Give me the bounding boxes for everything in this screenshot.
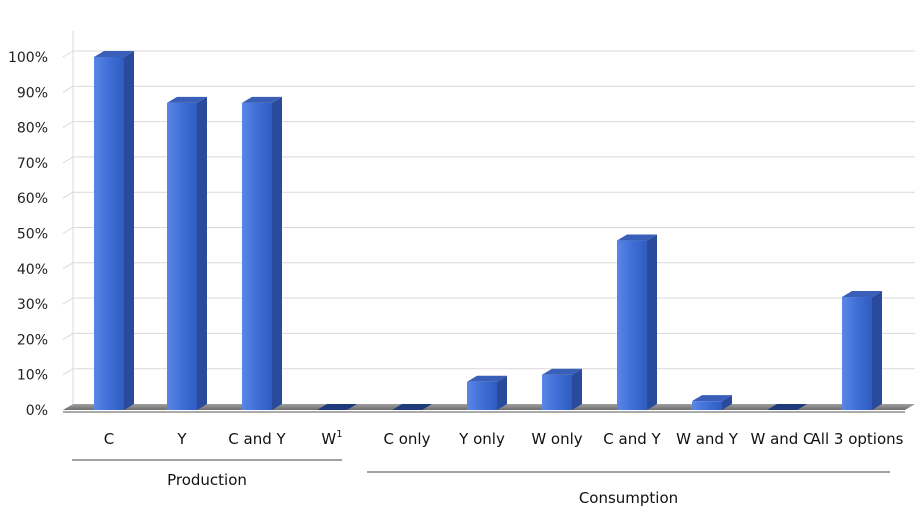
gridline-depth: [62, 191, 74, 199]
bar-top: [167, 96, 207, 103]
gridline-depth: [62, 332, 74, 340]
category-label: W and Y: [676, 430, 739, 448]
category-label: C only: [384, 430, 431, 448]
y-axis: 0% 10% 20% 30% 40% 50% 60% 70% 80% 90% 100%: [8, 50, 48, 419]
group-label: Consumption: [579, 489, 678, 507]
bar-front: [242, 102, 272, 410]
footnote-superscript: 1: [336, 429, 342, 440]
category-label: W1: [321, 429, 342, 448]
gridlines: [62, 31, 915, 404]
bar-top: [317, 404, 357, 410]
y-tick-label: 90%: [17, 85, 48, 101]
bar: [617, 234, 657, 410]
bar-top: [392, 404, 432, 410]
bar-side: [872, 291, 882, 410]
y-tick-label: 60%: [17, 191, 48, 207]
gridline-depth: [62, 50, 74, 58]
group-label: Production: [167, 471, 247, 489]
gridline-depth: [62, 121, 74, 129]
bar: [167, 96, 207, 410]
bar: [242, 96, 282, 410]
bar-front: [94, 57, 124, 410]
category-label: Y only: [458, 430, 505, 448]
bar: [692, 395, 732, 410]
category-label: All 3 options: [811, 430, 904, 448]
y-tick-label: 50%: [17, 227, 48, 243]
bars: [94, 51, 882, 410]
bar-front: [617, 240, 647, 410]
bar-top: [617, 234, 657, 241]
y-tick-label: 100%: [8, 50, 48, 66]
bar-top: [767, 404, 807, 410]
gridline-depth: [62, 85, 74, 93]
bar: [842, 291, 882, 410]
bar-top: [692, 395, 732, 402]
category-label: C and Y: [228, 430, 286, 448]
group-labels: Production Consumption: [72, 459, 890, 507]
category-label: W only: [531, 430, 582, 448]
y-tick-label: 20%: [17, 332, 48, 348]
gridline-depth: [62, 368, 74, 376]
bar: [767, 404, 807, 410]
y-tick-label: 30%: [17, 297, 48, 313]
bar-side: [124, 51, 134, 410]
category-label: Y: [176, 430, 187, 448]
gridline-depth: [62, 156, 74, 164]
bar-side: [572, 368, 582, 410]
y-tick-label: 0%: [26, 403, 48, 419]
bar: [542, 368, 582, 410]
y-tick-label: 80%: [17, 121, 48, 137]
bar-front: [167, 102, 197, 410]
bar: [392, 404, 432, 410]
bar: [94, 51, 134, 410]
category-label: W and C: [750, 430, 813, 448]
category-label: C and Y: [603, 430, 661, 448]
bar-top: [467, 375, 507, 382]
category-labels: C Y C and Y W1 C only Y only W only C and Y W an…: [104, 429, 904, 448]
gridline-depth: [62, 262, 74, 270]
gridline-depth: [62, 297, 74, 305]
bar-side: [197, 96, 207, 410]
bar: [467, 375, 507, 410]
bar-top: [242, 96, 282, 103]
bar-side: [497, 375, 507, 410]
bar-front: [842, 297, 872, 410]
bar-front: [542, 374, 572, 410]
bar-side: [647, 234, 657, 410]
bar-side: [722, 395, 732, 410]
category-label: C: [104, 430, 114, 448]
bar-top: [542, 368, 582, 375]
bar-top: [94, 51, 134, 57]
bar-front: [692, 401, 722, 410]
y-tick-label: 40%: [17, 262, 48, 278]
y-tick-label: 10%: [17, 368, 48, 384]
bar-front: [467, 381, 497, 410]
bar-top: [842, 291, 882, 298]
gridline-depth: [62, 227, 74, 234]
bar: [317, 404, 357, 410]
bar-side: [272, 96, 282, 410]
y-tick-label: 70%: [17, 156, 48, 172]
